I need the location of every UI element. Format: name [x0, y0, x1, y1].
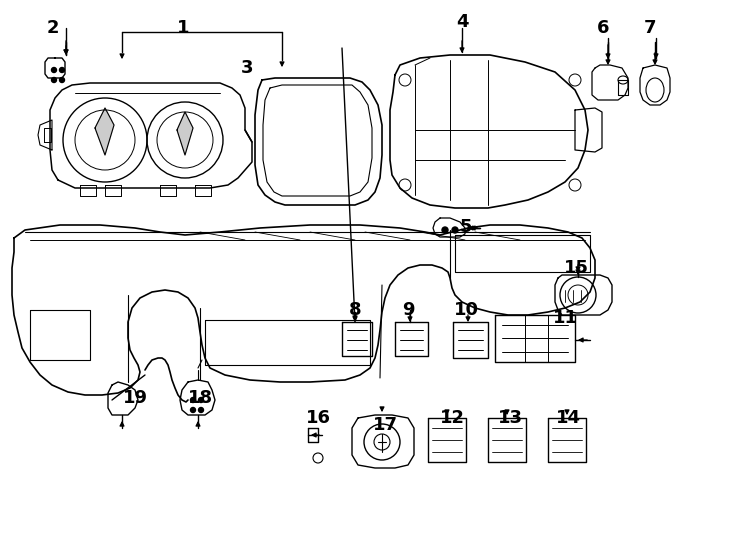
- Polygon shape: [395, 322, 428, 356]
- Polygon shape: [592, 65, 628, 100]
- Polygon shape: [453, 322, 488, 358]
- Polygon shape: [555, 275, 612, 315]
- Circle shape: [191, 408, 195, 413]
- Text: 18: 18: [187, 389, 213, 407]
- Polygon shape: [342, 322, 372, 356]
- Polygon shape: [180, 380, 215, 415]
- Polygon shape: [30, 310, 90, 360]
- Text: 13: 13: [498, 409, 523, 427]
- Text: 6: 6: [597, 19, 609, 37]
- Polygon shape: [255, 78, 382, 205]
- Text: 11: 11: [553, 309, 578, 327]
- Circle shape: [51, 68, 57, 72]
- Text: 8: 8: [349, 301, 361, 319]
- Circle shape: [59, 68, 65, 72]
- Text: 1: 1: [177, 19, 189, 37]
- Polygon shape: [640, 65, 670, 105]
- Text: 4: 4: [456, 13, 468, 31]
- Polygon shape: [160, 185, 176, 196]
- Polygon shape: [618, 80, 628, 95]
- Text: 5: 5: [459, 218, 472, 236]
- Circle shape: [191, 397, 195, 402]
- Circle shape: [51, 78, 57, 83]
- Text: 12: 12: [440, 409, 465, 427]
- Polygon shape: [50, 83, 252, 188]
- Polygon shape: [433, 218, 465, 237]
- Polygon shape: [455, 235, 590, 272]
- Polygon shape: [80, 185, 96, 196]
- Text: 19: 19: [123, 389, 148, 407]
- Polygon shape: [38, 120, 52, 150]
- Polygon shape: [205, 320, 370, 365]
- Polygon shape: [495, 315, 575, 362]
- Polygon shape: [95, 108, 114, 155]
- Circle shape: [442, 227, 448, 233]
- Text: 16: 16: [305, 409, 330, 427]
- Polygon shape: [575, 108, 602, 152]
- Polygon shape: [108, 382, 138, 415]
- Text: 9: 9: [401, 301, 414, 319]
- Text: 17: 17: [372, 416, 398, 434]
- Polygon shape: [352, 415, 414, 468]
- Text: 14: 14: [556, 409, 581, 427]
- Polygon shape: [45, 58, 65, 78]
- Circle shape: [452, 227, 458, 233]
- Polygon shape: [195, 185, 211, 196]
- Text: 7: 7: [644, 19, 656, 37]
- Polygon shape: [488, 418, 526, 462]
- Text: 2: 2: [47, 19, 59, 37]
- Polygon shape: [105, 185, 121, 196]
- Circle shape: [198, 397, 203, 402]
- Text: 10: 10: [454, 301, 479, 319]
- Polygon shape: [177, 112, 193, 155]
- Polygon shape: [548, 418, 586, 462]
- Text: 15: 15: [564, 259, 589, 277]
- Polygon shape: [308, 428, 318, 442]
- Polygon shape: [428, 418, 466, 462]
- Circle shape: [59, 78, 65, 83]
- Polygon shape: [12, 225, 595, 395]
- Polygon shape: [390, 55, 588, 208]
- Text: 3: 3: [241, 59, 253, 77]
- Circle shape: [198, 408, 203, 413]
